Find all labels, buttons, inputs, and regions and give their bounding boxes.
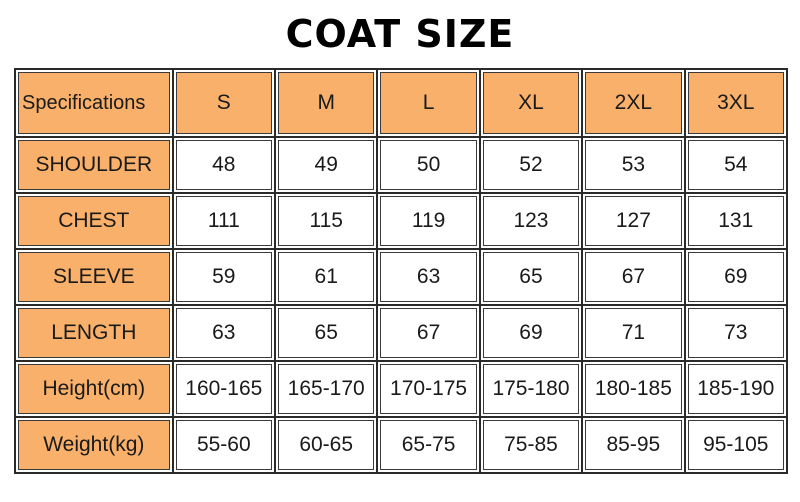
value-cell: 48 — [173, 138, 276, 194]
value-cell: 63 — [378, 250, 481, 306]
value-cell: 54 — [685, 138, 788, 194]
value-cell: 50 — [378, 138, 481, 194]
size-header-cell: S — [173, 70, 276, 138]
value-cell: 127 — [583, 194, 686, 250]
value-cell: 95-105 — [685, 418, 788, 474]
value-cell: 69 — [685, 250, 788, 306]
size-header-cell: 3XL — [685, 70, 788, 138]
value-cell: 59 — [173, 250, 276, 306]
value-cell: 85-95 — [583, 418, 686, 474]
value-cell: 55-60 — [173, 418, 276, 474]
value-cell: 115 — [276, 194, 379, 250]
row-label-cell: SHOULDER — [16, 138, 174, 194]
value-cell: 67 — [583, 250, 686, 306]
value-cell: 165-170 — [276, 362, 379, 418]
value-cell: 170-175 — [378, 362, 481, 418]
value-cell: 53 — [583, 138, 686, 194]
value-cell: 75-85 — [480, 418, 584, 474]
value-cell: 111 — [173, 194, 276, 250]
size-header-cell: XL — [480, 70, 584, 138]
table-row: Height(cm) 160-165 165-170 170-175 175-180 18… — [16, 362, 788, 418]
table-row: SLEEVE 59 61 63 65 67 69 — [16, 250, 788, 306]
value-cell: 123 — [480, 194, 584, 250]
value-cell: 65-75 — [378, 418, 481, 474]
value-cell: 60-65 — [276, 418, 379, 474]
value-cell: 63 — [173, 306, 276, 362]
value-cell: 131 — [685, 194, 788, 250]
header-row: Specifications S M L XL 2XL 3XL — [16, 70, 788, 138]
value-cell: 175-180 — [480, 362, 584, 418]
value-cell: 73 — [685, 306, 788, 362]
value-cell: 67 — [378, 306, 481, 362]
corner-header-cell: Specifications — [16, 70, 174, 138]
size-header-cell: L — [378, 70, 481, 138]
row-label-cell: SLEEVE — [16, 250, 174, 306]
value-cell: 180-185 — [583, 362, 686, 418]
row-label-cell: LENGTH — [16, 306, 174, 362]
row-label-cell: CHEST — [16, 194, 174, 250]
value-cell: 65 — [480, 250, 584, 306]
value-cell: 119 — [378, 194, 481, 250]
page-title: COAT SIZE — [285, 12, 515, 56]
value-cell: 160-165 — [173, 362, 276, 418]
value-cell: 52 — [480, 138, 584, 194]
value-cell: 69 — [480, 306, 584, 362]
table-row: SHOULDER 48 49 50 52 53 54 — [16, 138, 788, 194]
value-cell: 65 — [276, 306, 379, 362]
size-header-cell: 2XL — [583, 70, 686, 138]
table-row: LENGTH 63 65 67 69 71 73 — [16, 306, 788, 362]
row-label-cell: Weight(kg) — [16, 418, 174, 474]
value-cell: 71 — [583, 306, 686, 362]
table-row: Weight(kg) 55-60 60-65 65-75 75-85 85-95 95-10… — [16, 418, 788, 474]
table-row: CHEST 111 115 119 123 127 131 — [16, 194, 788, 250]
row-label-cell: Height(cm) — [16, 362, 174, 418]
value-cell: 49 — [276, 138, 379, 194]
size-chart-table: Specifications S M L XL 2XL 3XL SHOULDER… — [14, 68, 788, 474]
value-cell: 61 — [276, 250, 379, 306]
size-header-cell: M — [276, 70, 379, 138]
value-cell: 185-190 — [685, 362, 788, 418]
